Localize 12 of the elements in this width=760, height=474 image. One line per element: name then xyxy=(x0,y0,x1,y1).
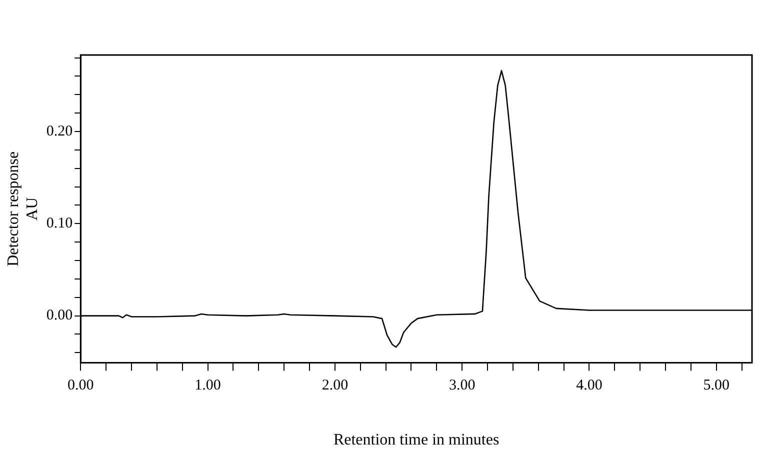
x-tick-label: 5.00 xyxy=(703,378,730,394)
text: Detector response xyxy=(4,151,22,266)
x-tick-label: 1.00 xyxy=(194,378,221,394)
x-tick-label: 0.00 xyxy=(68,378,94,394)
text: AU xyxy=(24,197,42,220)
x-axis-title: Retention time in minutes xyxy=(333,432,500,449)
y-tick-label: 0.10 xyxy=(46,216,73,232)
y-tick-label: 0.00 xyxy=(46,308,73,324)
x-tick-label: 2.00 xyxy=(322,378,348,394)
x-tick-label: 4.00 xyxy=(576,378,602,394)
y-tick-label: 0.20 xyxy=(46,123,73,140)
x-tick-label: 3.00 xyxy=(448,378,476,394)
